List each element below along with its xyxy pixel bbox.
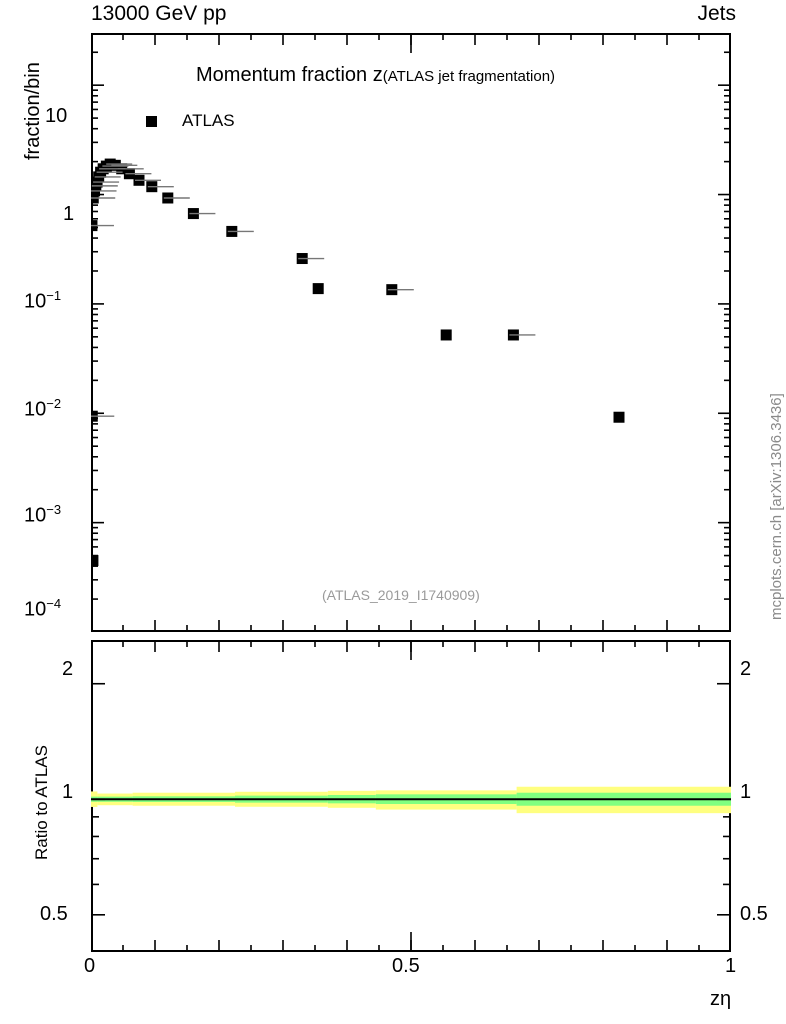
main-plot-canvas bbox=[91, 33, 731, 632]
error-bars bbox=[91, 163, 536, 417]
ratio-ytick-2-left: 2 bbox=[62, 658, 74, 680]
main-plot-title-text: Momentum fraction z bbox=[196, 64, 383, 86]
xtick-1: 1 bbox=[725, 955, 737, 977]
ratio-ytick-05-left: 0.5 bbox=[40, 903, 68, 925]
header-right-label: Jets bbox=[697, 2, 736, 25]
ratio-plot-panel bbox=[91, 640, 731, 952]
dataset-id-label: (ATLAS_2019_I1740909) bbox=[322, 587, 480, 603]
data-marker bbox=[91, 555, 99, 567]
main-ytick-1e-3: 10−3 bbox=[24, 502, 62, 527]
xtick-0: 0 bbox=[84, 955, 96, 977]
data-marker bbox=[312, 283, 324, 295]
main-plot-panel: Momentum fraction z(ATLAS jet fragmentat… bbox=[91, 33, 731, 632]
data-marker bbox=[440, 329, 452, 341]
ratio-axis-ticks bbox=[91, 640, 731, 952]
header-left-label: 13000 GeV pp bbox=[91, 2, 227, 25]
main-ytick-1: 1 bbox=[63, 203, 75, 225]
ratio-ytick-2-right: 2 bbox=[740, 658, 752, 680]
main-ytick-1e-2: 10−2 bbox=[24, 396, 62, 421]
data-marker bbox=[613, 411, 625, 423]
xaxis-label: zη bbox=[710, 988, 732, 1010]
main-ytick-1e-1: 10−1 bbox=[24, 288, 62, 313]
legend-label-atlas: ATLAS bbox=[182, 111, 235, 130]
atlas-data-points bbox=[91, 158, 625, 567]
ratio-ytick-1-left: 1 bbox=[62, 781, 74, 803]
legend-marker-atlas bbox=[146, 116, 162, 132]
ratio-ylabel: Ratio to ATLAS bbox=[32, 745, 51, 860]
ratio-ytick-1-right: 1 bbox=[740, 781, 752, 803]
main-ylabel: fraction/bin bbox=[22, 62, 44, 160]
main-plot-title: Momentum fraction z(ATLAS jet fragmentat… bbox=[196, 64, 555, 87]
ratio-ytick-05-right: 0.5 bbox=[740, 903, 768, 925]
main-ytick-1e-4: 10−4 bbox=[24, 596, 62, 621]
ratio-plot-canvas bbox=[91, 640, 731, 952]
main-axis-ticks bbox=[91, 33, 731, 632]
watermark-credit: mcplots.cern.ch [arXiv:1306.3436] bbox=[768, 393, 785, 620]
main-ytick-10: 10 bbox=[45, 105, 68, 127]
xtick-05: 0.5 bbox=[392, 955, 420, 977]
main-plot-subtitle-text: (ATLAS jet fragmentation) bbox=[382, 68, 556, 85]
